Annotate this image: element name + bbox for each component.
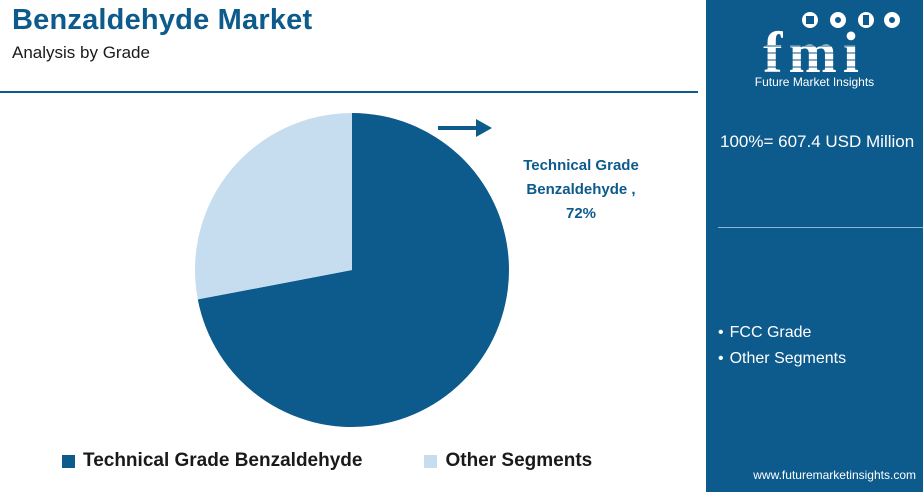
chart-title: Benzaldehyde Market — [12, 4, 313, 36]
pie-slice-other-segments — [194, 113, 352, 300]
callout-line-3: 72% — [565, 205, 597, 222]
legend-swatch-technical-grade — [62, 454, 75, 468]
callout-arrow-icon — [438, 119, 492, 137]
slice-callout-technical-grade: Technical Grade Benzaldehyde , 72% — [496, 154, 666, 226]
sidebar-divider — [718, 227, 923, 228]
market-total: 100%= 607.4 USD Million — [720, 132, 915, 151]
legend-label-other-segments: Other Segments — [445, 450, 593, 471]
info-sidebar: fmi Future Market Insights 100%= 607.4 U… — [706, 0, 923, 492]
fmi-logo: fmi — [736, 12, 900, 85]
legend-item-other-segments: Other Segments — [424, 450, 592, 472]
callout-line-2: Benzaldehyde , — [526, 181, 636, 198]
chart-panel: Benzaldehyde Market Analysis by Grade Te… — [0, 4, 698, 472]
brand-name: Future Market Insights — [754, 75, 875, 89]
pie-chart — [194, 113, 510, 427]
website-link[interactable]: www.futuremarketinsights.com — [753, 468, 916, 482]
title-divider — [0, 91, 698, 93]
segment-item-fcc-grade: FCC Grade — [718, 320, 846, 346]
segment-list: FCC Grade Other Segments — [718, 320, 847, 372]
legend-item-technical-grade: Technical Grade Benzaldehyde — [62, 450, 362, 472]
legend-label-technical-grade: Technical Grade Benzaldehyde — [83, 450, 363, 471]
callout-line-1: Technical Grade — [523, 157, 639, 174]
chart-subtitle: Analysis by Grade — [12, 43, 150, 62]
chart-legend: Technical Grade Benzaldehyde Other Segme… — [62, 450, 592, 472]
segment-item-other-segments: Other Segments — [718, 346, 847, 372]
pie-slice-technical-grade-benzaldehyde — [197, 113, 510, 427]
pie-slices — [194, 113, 510, 427]
legend-swatch-other-segments — [424, 454, 438, 468]
